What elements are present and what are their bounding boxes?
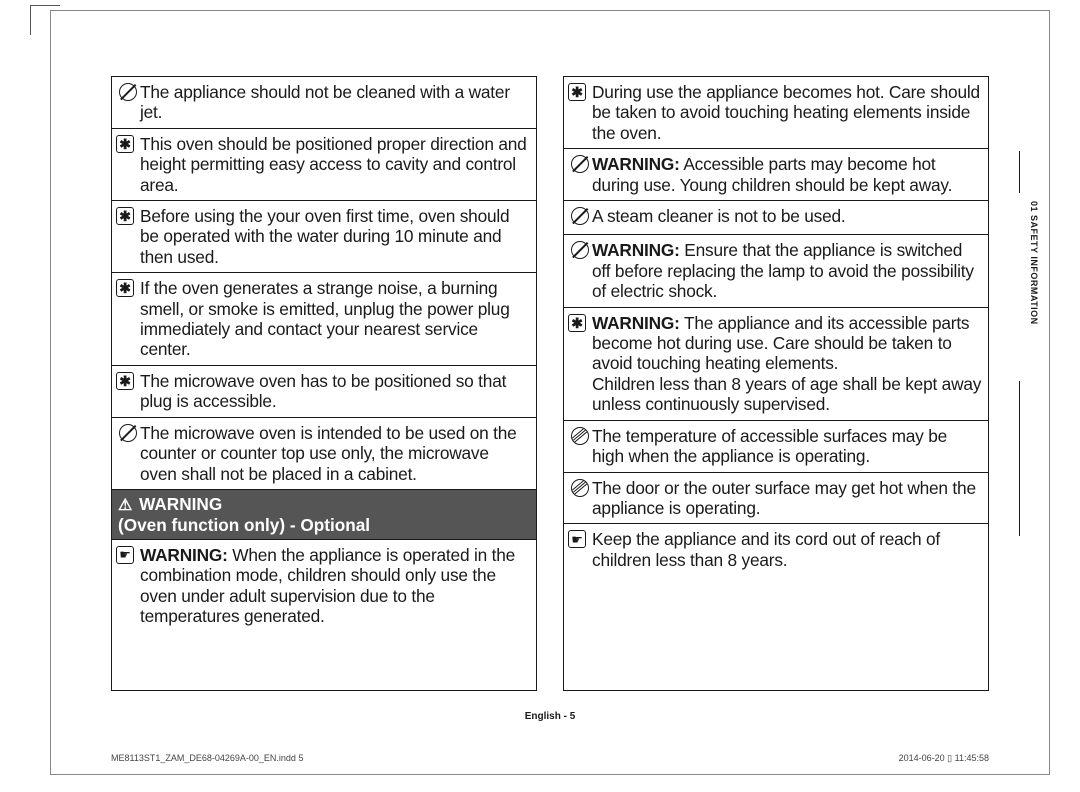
row-text: WARNING: Accessible parts may become hot…	[592, 154, 982, 195]
safety-row: ✱ If the oven generates a strange noise, …	[112, 273, 536, 366]
footer-file: ME8113ST1_ZAM_DE68-04269A-00_EN.indd 5	[111, 753, 303, 764]
tab-label: 01 SAFETY INFORMATION	[999, 201, 1039, 325]
row-icon	[568, 479, 592, 501]
row-icon: ✱	[568, 314, 592, 332]
row-icon: ✱	[116, 135, 140, 153]
safety-row: ✱ WARNING: The appliance and its accessib…	[564, 308, 988, 421]
prohibit-icon	[571, 155, 589, 173]
page-number: English - 5	[111, 711, 989, 722]
pointer-icon: ☛	[116, 546, 134, 564]
safety-row: ✱ This oven should be positioned proper d…	[112, 129, 536, 201]
safety-row: ☛ WARNING: When the appliance is operated…	[112, 540, 536, 632]
safety-row: WARNING: Accessible parts may become hot…	[564, 149, 988, 201]
pointer-icon: ☛	[568, 530, 586, 548]
row-text: The appliance should not be cleaned with…	[140, 82, 530, 123]
prohibit-icon	[119, 424, 137, 442]
row-icon	[568, 207, 592, 229]
safety-row: The temperature of accessible surfaces m…	[564, 421, 988, 473]
safety-row: ✱ During use the appliance becomes hot. C…	[564, 77, 988, 149]
row-icon: ✱	[116, 372, 140, 390]
prohibit-icon	[119, 83, 137, 101]
star-icon: ✱	[116, 372, 134, 390]
star-icon: ✱	[116, 135, 134, 153]
row-icon	[116, 424, 140, 446]
safety-row: WARNING: Ensure that the appliance is sw…	[564, 235, 988, 307]
row-text: This oven should be positioned proper di…	[140, 134, 530, 195]
row-icon: ☛	[568, 530, 592, 548]
safety-row: The door or the outer surface may get ho…	[564, 473, 988, 525]
star-icon: ✱	[116, 279, 134, 297]
safety-row: A steam cleaner is not to be used.	[564, 201, 988, 235]
row-text: During use the appliance becomes hot. Ca…	[592, 82, 982, 143]
row-text: Before using the your oven first time, o…	[140, 206, 530, 267]
column-left: The appliance should not be cleaned with…	[111, 76, 537, 691]
row-text: If the oven generates a strange noise, a…	[140, 278, 530, 360]
row-icon	[116, 83, 140, 105]
row-icon	[568, 427, 592, 449]
prohibit-icon	[571, 207, 589, 225]
row-text: A steam cleaner is not to be used.	[592, 206, 846, 226]
tab-line	[1019, 381, 1020, 536]
warning-title: WARNING	[139, 494, 222, 514]
tab-line	[1019, 151, 1020, 193]
warning-header: ⚠ WARNING(Oven function only) - Optional	[112, 490, 536, 540]
side-tab: 01 SAFETY INFORMATION	[999, 151, 1039, 541]
row-icon	[568, 241, 592, 263]
row-icon: ☛	[116, 546, 140, 564]
hot-surface-icon	[571, 479, 589, 497]
warning-subtitle: (Oven function only) - Optional	[118, 515, 370, 535]
star-icon: ✱	[116, 207, 134, 225]
row-text: The temperature of accessible surfaces m…	[592, 426, 982, 467]
row-text: WARNING: When the appliance is operated …	[140, 545, 530, 627]
footer: ME8113ST1_ZAM_DE68-04269A-00_EN.indd 5 2…	[111, 753, 989, 764]
safety-row: ☛ Keep the appliance and its cord out of …	[564, 524, 988, 575]
row-text: The door or the outer surface may get ho…	[592, 478, 982, 519]
row-text: WARNING: The appliance and its accessibl…	[592, 313, 982, 415]
row-icon: ✱	[568, 83, 592, 101]
safety-row: ✱ Before using the your oven first time, …	[112, 201, 536, 273]
hot-surface-icon	[571, 427, 589, 445]
row-text: Keep the appliance and its cord out of r…	[592, 529, 982, 570]
footer-timestamp: 2014-06-20 ▯ 11:45:58	[899, 753, 989, 764]
column-right: ✱ During use the appliance becomes hot. C…	[563, 76, 989, 691]
safety-row: The microwave oven is intended to be use…	[112, 418, 536, 490]
row-icon	[568, 155, 592, 177]
row-icon: ✱	[116, 207, 140, 225]
star-icon: ✱	[568, 83, 586, 101]
row-text: WARNING: Ensure that the appliance is sw…	[592, 240, 982, 301]
safety-row: The appliance should not be cleaned with…	[112, 77, 536, 129]
row-text: The microwave oven is intended to be use…	[140, 423, 530, 484]
star-icon: ✱	[568, 314, 586, 332]
safety-row: ✱ The microwave oven has to be positioned…	[112, 366, 536, 418]
row-icon: ✱	[116, 279, 140, 297]
content-columns: The appliance should not be cleaned with…	[111, 76, 989, 691]
prohibit-icon	[571, 241, 589, 259]
row-text: The microwave oven has to be positioned …	[140, 371, 530, 412]
warning-triangle-icon: ⚠	[118, 496, 132, 515]
page-frame: The appliance should not be cleaned with…	[50, 10, 1050, 775]
